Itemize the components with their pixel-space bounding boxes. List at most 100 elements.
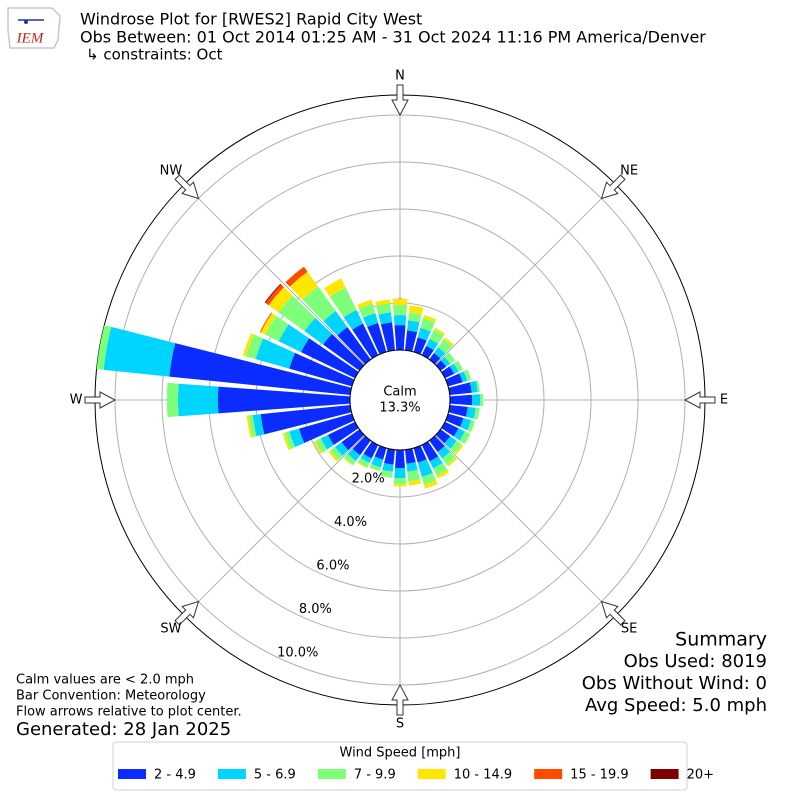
note: Flow arrows relative to plot center. — [16, 705, 242, 720]
wedge — [357, 299, 373, 309]
wedge — [437, 445, 451, 459]
overlay: 0.0%2.0%4.0%6.0%8.0%10.0%NNEESESSWWNW13.… — [70, 69, 729, 732]
flow-arrow — [600, 174, 626, 200]
wedge — [407, 469, 421, 482]
r-tick-label: 10.0% — [277, 646, 318, 661]
wedge — [246, 415, 253, 438]
wedge — [248, 414, 257, 438]
wedge — [324, 278, 346, 297]
wedge — [417, 327, 431, 341]
grid-spoke — [435, 435, 617, 617]
wedge — [378, 312, 393, 325]
wedge — [357, 457, 370, 468]
wedge — [302, 286, 336, 322]
wedge — [450, 440, 462, 454]
wedge — [245, 334, 264, 360]
wedge — [382, 463, 394, 472]
wedge — [406, 462, 418, 472]
wedge — [393, 484, 407, 487]
wedge — [384, 448, 395, 465]
wedge — [341, 429, 365, 451]
wedge — [347, 448, 361, 461]
calm-label: Calm — [383, 385, 416, 400]
summary-line: Obs Without Wind: 0 — [582, 673, 767, 694]
wedge — [327, 421, 359, 446]
wedge — [360, 453, 372, 464]
wedge — [278, 295, 316, 332]
wedge — [421, 345, 434, 359]
wedge — [304, 317, 332, 345]
flow-arrow — [391, 84, 409, 117]
logo-text: IEM — [16, 30, 45, 46]
wedge — [357, 461, 368, 469]
wedge — [421, 441, 439, 462]
wedge — [268, 287, 293, 313]
logo-dot — [24, 20, 28, 24]
wedge — [301, 338, 359, 379]
legend-swatch — [217, 769, 246, 779]
wedge — [96, 325, 112, 370]
wedge — [328, 450, 339, 462]
r-tick-label: 4.0% — [334, 515, 367, 530]
wedge — [459, 431, 471, 444]
wedge — [282, 432, 291, 451]
wedge — [380, 469, 393, 478]
wedge — [466, 406, 476, 419]
wedge — [426, 338, 439, 351]
wedge — [405, 330, 418, 352]
wedge — [376, 303, 392, 315]
compass-label: NW — [160, 163, 183, 178]
compass-label: SE — [621, 622, 637, 637]
wedge — [289, 352, 355, 387]
wedge — [413, 337, 427, 355]
wedge — [260, 312, 277, 335]
wedge — [429, 329, 444, 344]
flow-arrow — [174, 600, 200, 626]
r-tick-label: 6.0% — [316, 558, 349, 573]
wedge — [445, 413, 464, 428]
legend-label: 7 - 9.9 — [354, 768, 396, 783]
wedge — [335, 442, 349, 456]
wedge — [315, 438, 328, 453]
generated: Generated: 28 Jan 2025 — [16, 719, 231, 740]
grid-spoke — [183, 435, 365, 617]
wedge — [394, 467, 406, 479]
calm-circle — [349, 349, 451, 451]
wedge — [255, 338, 296, 369]
wedge — [413, 445, 427, 463]
wedge — [444, 436, 457, 449]
wedge — [467, 420, 476, 432]
wedge — [343, 309, 363, 330]
wedge — [284, 431, 296, 450]
legend-title: Wind Speed [mph] — [340, 746, 461, 761]
wedge — [408, 305, 424, 315]
wedge — [260, 405, 352, 435]
constraints: ↳ constraints: Oct — [86, 46, 223, 64]
wedge — [463, 369, 472, 381]
wedge — [369, 463, 381, 472]
wedge — [393, 477, 407, 485]
wedge — [471, 394, 481, 406]
legend-label: 15 - 19.9 — [570, 768, 628, 783]
wedge — [323, 310, 348, 336]
wedge — [285, 266, 308, 287]
note: Bar Convention: Meteorology — [16, 689, 206, 704]
wedge — [475, 380, 480, 393]
calm-value: 13.3% — [379, 401, 420, 416]
flow-arrow — [683, 391, 716, 409]
wedge — [441, 421, 459, 437]
wedge — [394, 325, 406, 351]
wedge — [278, 324, 310, 353]
wedge — [371, 456, 384, 468]
wedge — [352, 435, 371, 456]
wedge — [313, 440, 323, 455]
legend-swatch — [317, 769, 346, 779]
legend-swatch — [118, 769, 146, 779]
wedge — [460, 417, 472, 431]
wedge — [434, 327, 446, 336]
wedge — [459, 371, 468, 383]
wedge — [259, 312, 272, 333]
wedge — [435, 429, 451, 444]
wedge — [454, 444, 464, 455]
